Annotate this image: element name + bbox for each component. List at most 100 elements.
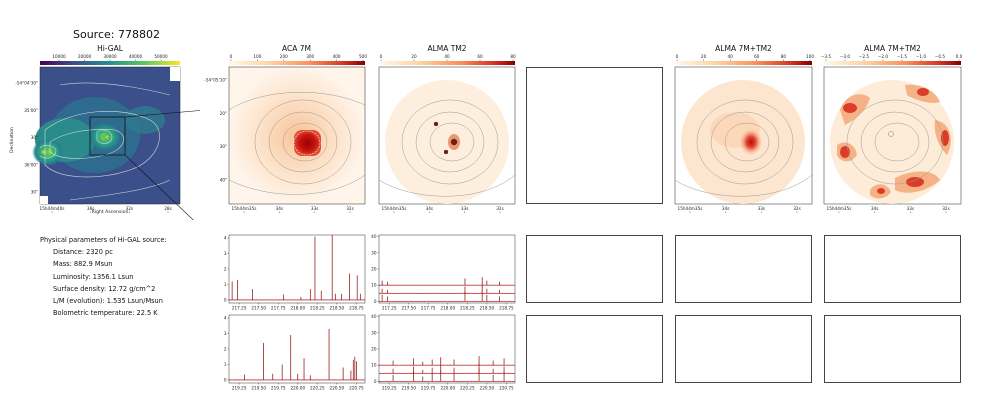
aca-x-tick: 32s — [346, 206, 354, 211]
combo-log-colorbar-tick: −2.5 — [859, 54, 870, 59]
spectrum-x-tick: 219.75 — [271, 386, 286, 391]
combo-x-tick: 34s — [722, 206, 730, 211]
spectrum-noise — [378, 380, 516, 382]
tm2-x-ticks: 15h44m35s 34s 33s 32s — [382, 206, 504, 213]
tm2-x-tick: 15h44m35s — [382, 206, 407, 211]
higal-y-tick: -54°04'30" — [15, 81, 38, 86]
spectrum-x-tick: 218.00 — [290, 306, 305, 311]
spectrum-x-tick: 220.75 — [499, 386, 514, 391]
combo-log-x-tick: 33s — [907, 206, 915, 211]
tm2-colorbar-ticks: 0 20 40 60 80 — [380, 54, 516, 61]
spectrum-x-tick: 218.25 — [310, 306, 325, 311]
aca-x-ticks: 15h44m35s 34s 33s 32s — [232, 206, 354, 213]
spectrum-x-tick: 220.75 — [349, 386, 364, 391]
higal-x-tick: 36s — [87, 206, 95, 211]
spectrum-y-tick: 4 — [224, 316, 227, 321]
higal-colorbar-tick: 10000 — [52, 54, 66, 59]
higal-x-tick: 15h44m40s — [40, 206, 65, 211]
higal-ylabel: Declination — [9, 127, 15, 153]
higal-y-tick: 36'00" — [24, 162, 38, 167]
spectrum-y-tick: 40 — [371, 314, 377, 319]
spectrum-y-tick: 2 — [224, 267, 227, 272]
param-mass: Mass: 882.9 Msun — [53, 260, 113, 269]
combo-log-x-tick: 34s — [871, 206, 879, 211]
aca-y-ticks: -54°05'10" 20" 30" 40" — [204, 78, 227, 183]
higal-y-tick: 35'00" — [24, 108, 38, 113]
tm2-title: ALMA TM2 — [427, 44, 467, 53]
aca-spectrum-spw1: 0 1 2 3 4 217.25 217.50 217.75 218.00 218.25 218.5… — [224, 234, 366, 311]
param-luminosity: Luminosity: 1356.1 Lsun — [53, 272, 134, 281]
spectrum-noise — [378, 372, 516, 374]
spectrum-x-tick: 220.50 — [480, 386, 495, 391]
spectrum-noise — [378, 364, 516, 366]
spectrum-x-tick: 217.50 — [401, 306, 416, 311]
higal-x-tick: 28s — [164, 206, 172, 211]
tm2-colorbar-tick: 60 — [477, 54, 483, 59]
spectrum-x-tick: 218.25 — [460, 306, 475, 311]
combo-log-map: −3.5 −3.0 −2.5 −2.0 −1.5 −1.0 −0.5 0.0 15h44m35… — [821, 54, 963, 213]
combo-log-colorbar-tick: −3.0 — [840, 54, 851, 59]
combo-colorbar-tick: 20 — [701, 54, 707, 59]
spectrum-x-tick: 220.50 — [330, 386, 345, 391]
spectrum-x-tick: 217.25 — [382, 306, 397, 311]
spectrum-noise — [228, 379, 366, 381]
aca-y-tick: -54°05'10" — [204, 78, 227, 83]
combo-colorbar-tick: 40 — [728, 54, 734, 59]
aca-colorbar-tick: 200 — [280, 54, 288, 59]
combo-x-tick: 32s — [793, 206, 801, 211]
combo-x-ticks: 15h44m35s 34s 33s 32s — [678, 206, 801, 213]
spectrum-y-tick: 1 — [224, 362, 227, 367]
combo-log-colorbar-ticks: −3.5 −3.0 −2.5 −2.0 −1.5 −1.0 −0.5 0.0 — [821, 54, 963, 61]
spectrum-x-tick: 220.00 — [290, 386, 305, 391]
spectrum-x-tick: 220.25 — [310, 386, 325, 391]
empty-spectrum-panel-3 — [675, 235, 812, 303]
spectrum-x-tick: 219.25 — [382, 386, 397, 391]
empty-spectrum-panel-5 — [824, 235, 961, 303]
empty-map-panel — [526, 67, 663, 204]
spectrum-y-tick: 30 — [371, 250, 377, 255]
empty-spectrum-panel-1 — [526, 235, 663, 303]
spectrum-x-tick: 219.25 — [232, 386, 247, 391]
param-surface-density: Surface density: 12.72 g/cm^2 — [53, 284, 156, 293]
param-lm-evolution: L/M (evolution): 1.535 Lsun/Msun — [53, 297, 163, 306]
aca-title: ACA 7M — [282, 44, 311, 53]
combo-log-x-ticks: 15h44m35s 34s 33s 32s — [827, 206, 950, 213]
combo-colorbar-tick: 80 — [781, 54, 787, 59]
higal-xlabel: Right Ascension — [92, 209, 129, 215]
params-header: Physical parameters of Hi-GAL source: — [40, 236, 167, 244]
spectrum-noise — [378, 284, 516, 286]
spectrum-noise — [378, 292, 516, 294]
higal-colorbar — [40, 61, 180, 65]
spectrum-y-tick: 3 — [224, 331, 227, 336]
aca-map: 0 100 200 300 400 500 -54°05'10" 20" 30" 40" 15h… — [204, 54, 367, 213]
higal-colorbar-tick: 20000 — [78, 54, 92, 59]
physical-parameters: Physical parameters of Hi-GAL source: Di… — [40, 234, 167, 319]
spectrum-y-tick: 0 — [374, 299, 377, 304]
spectrum-x-tick: 219.50 — [251, 386, 266, 391]
param-bolometric-temperature: Bolometric temperature: 22.5 K — [53, 309, 158, 318]
tm2-spectrum-spw2: 0 10 20 30 40 219.25 219.50 219.75 220.00 220.25 2… — [371, 314, 516, 391]
aca-colorbar-ticks: 0 100 200 300 400 500 — [230, 54, 367, 61]
spectrum-y-tick: 4 — [224, 236, 227, 241]
tm2-map: 0 20 40 60 80 15h44m35s 34s 33s 32s — [378, 54, 516, 213]
spectrum-x-tick: 218.50 — [480, 306, 495, 311]
combo-log-title: ALMA 7M+TM2 — [864, 44, 921, 53]
tm2-colorbar-tick: 0 — [380, 54, 383, 59]
aca-colorbar-tick: 500 — [359, 54, 367, 59]
spectrum-y-tick: 20 — [371, 267, 377, 272]
tm2-colorbar-tick: 20 — [411, 54, 417, 59]
empty-spectrum-panel-2 — [526, 315, 663, 383]
combo-colorbar-ticks: 0 20 40 60 80 100 — [676, 54, 814, 61]
higal-title: Hi-GAL — [97, 44, 123, 53]
spectrum-y-tick: 10 — [371, 283, 377, 288]
spectrum-x-tick: 219.50 — [401, 386, 416, 391]
higal-colorbar-ticks: 10000 20000 30000 40000 50000 — [52, 54, 168, 61]
combo-colorbar-tick: 100 — [806, 54, 814, 59]
aca-x-tick: 34s — [276, 206, 284, 211]
combo-log-colorbar-tick: −3.5 — [821, 54, 832, 59]
spectrum-noise — [378, 300, 516, 302]
spectrum-x-tick: 219.75 — [421, 386, 436, 391]
tm2-x-tick: 33s — [461, 206, 469, 211]
aca-hot-core — [294, 130, 321, 156]
combo-log-colorbar-tick: −0.5 — [935, 54, 946, 59]
